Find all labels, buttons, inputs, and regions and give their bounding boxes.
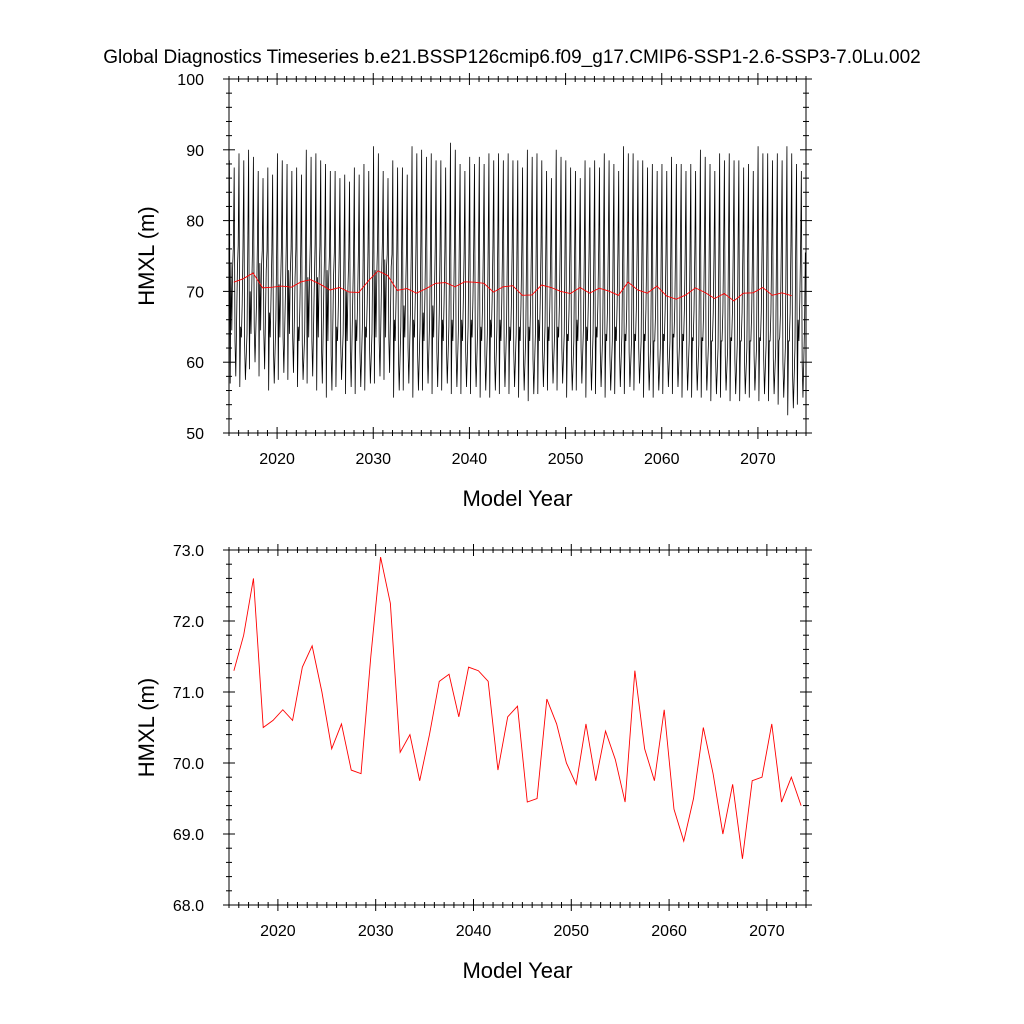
x-axis-title: Model Year xyxy=(462,486,572,511)
x-tick-label: 2060 xyxy=(644,451,680,468)
x-tick-label: 2030 xyxy=(355,451,391,468)
monthly-timeseries-panel: 2020 2030 2040 2050 2060 2070 50 60 70 80 90 100 Mod… xyxy=(134,72,812,511)
y-tick-label: 69.0 xyxy=(173,827,204,844)
y-tick-label: 68.0 xyxy=(173,898,204,915)
x-tick-label: 2030 xyxy=(358,923,394,940)
figure-title: Global Diagnostics Timeseries b.e21.BSSP… xyxy=(103,47,920,68)
x-tick-label: 2040 xyxy=(452,451,488,468)
monthly-series-line-0 xyxy=(229,142,806,416)
y-tick-label: 60 xyxy=(186,355,204,372)
x-tick-label: 2020 xyxy=(259,451,295,468)
y-tick-label: 70 xyxy=(186,284,204,301)
y-tick-label: 90 xyxy=(186,143,204,160)
y-tick-label: 80 xyxy=(186,214,204,231)
plot-frame xyxy=(228,549,807,906)
y-axis-title: HMXL (m) xyxy=(134,206,159,305)
annual-mean-panel: 2020 2030 2040 2050 2060 2070 68.0 69.0 70.0 71.0… xyxy=(134,543,812,983)
x-axis-title: Model Year xyxy=(462,958,572,983)
y-tick-label: 70.0 xyxy=(173,756,204,773)
annual-mean-line-0 xyxy=(233,270,792,302)
y-tick-label: 71.0 xyxy=(173,685,204,702)
y-tick-label: 73.0 xyxy=(173,543,204,560)
x-tick-label: 2070 xyxy=(740,451,776,468)
y-axis-title: HMXL (m) xyxy=(134,678,159,777)
annual-mean-line-1 xyxy=(233,557,802,859)
x-tick-label: 2020 xyxy=(260,923,296,940)
x-tick-label: 2040 xyxy=(456,923,492,940)
x-tick-label: 2050 xyxy=(553,923,589,940)
x-tick-label: 2060 xyxy=(651,923,687,940)
x-tick-label: 2070 xyxy=(749,923,785,940)
x-tick-label: 2050 xyxy=(548,451,584,468)
y-tick-label: 72.0 xyxy=(173,614,204,631)
y-tick-label: 50 xyxy=(186,426,204,443)
y-tick-label: 100 xyxy=(177,72,204,89)
